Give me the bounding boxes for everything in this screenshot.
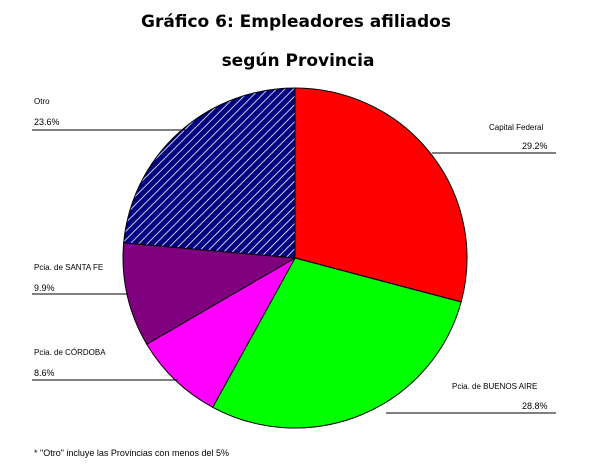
pie-slices xyxy=(122,87,468,429)
pie-slice-buenos-aires xyxy=(212,257,462,429)
pie-slice-capital-federal xyxy=(294,87,468,303)
pie-slice-otro xyxy=(123,87,296,259)
chart-title-line1: Gráfico 6: Empleadores afiliados xyxy=(141,12,451,32)
pie-slice-santa-fe xyxy=(122,242,297,345)
slice-pct-capital-federal: 29.2% xyxy=(522,141,548,151)
slice-label-santa-fe: Pcia. de SANTA FE xyxy=(34,263,103,272)
slice-pct-santa-fe: 9.9% xyxy=(34,283,55,293)
slice-label-capital-federal: Capital Federal xyxy=(489,123,543,132)
slice-pct-cordoba: 8.6% xyxy=(34,368,55,378)
slice-label-otro: Otro xyxy=(34,97,50,106)
slice-label-buenos-aires: Pcia. de BUENOS AIRE xyxy=(452,382,537,391)
slice-pct-otro: 23.6% xyxy=(34,117,60,127)
footnote: * "Otro" incluye las Provincias con meno… xyxy=(34,448,229,458)
slice-label-cordoba: Pcia. de CÓRDOBA xyxy=(34,348,106,357)
slice-pct-buenos-aires: 28.8% xyxy=(522,401,548,411)
chart-title-line2: según Provincia xyxy=(222,51,375,71)
